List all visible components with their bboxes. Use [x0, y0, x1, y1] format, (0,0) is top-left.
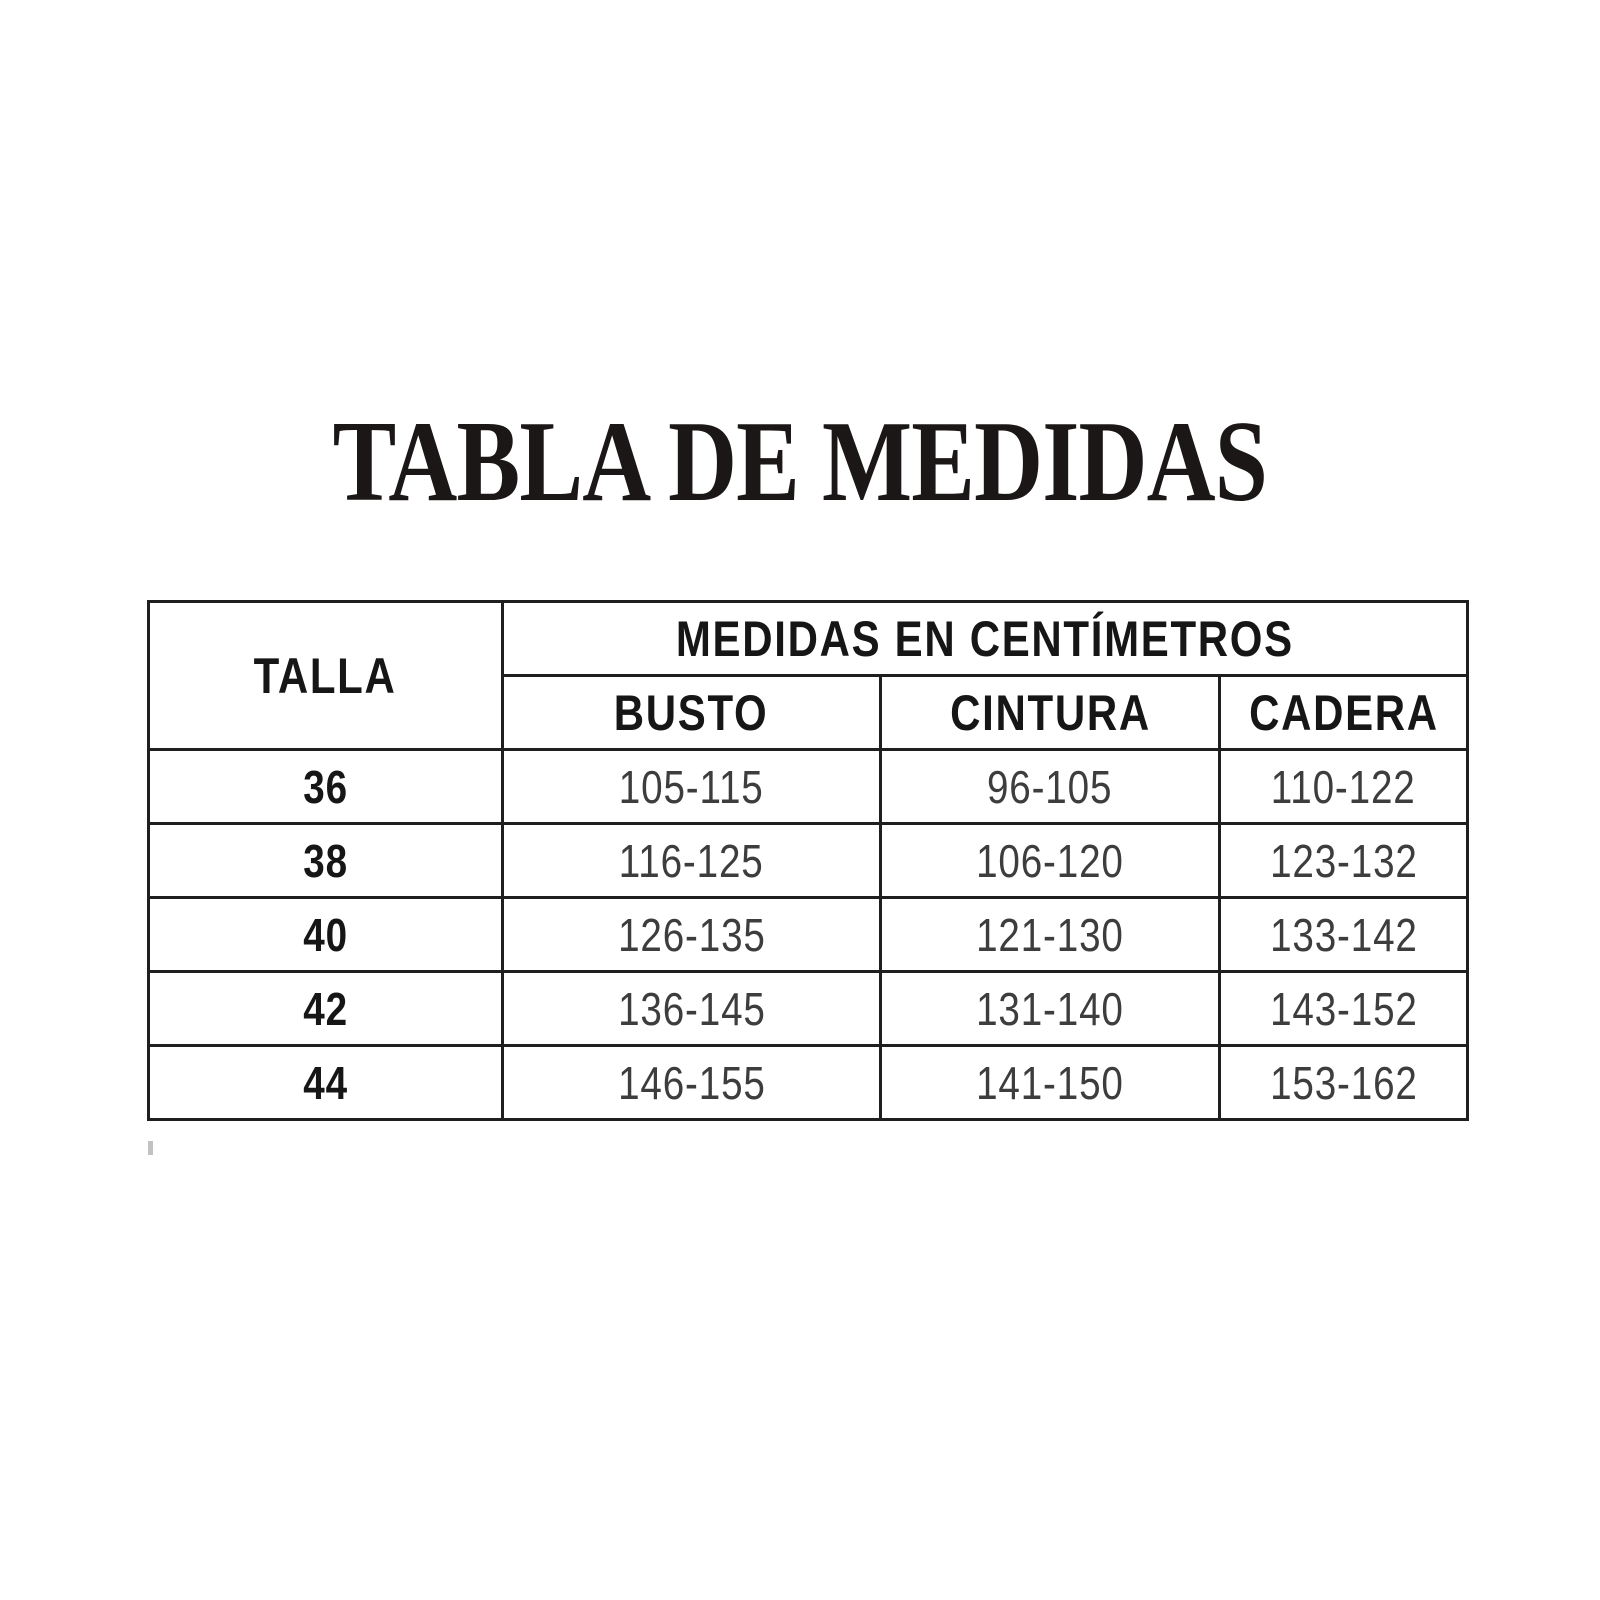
table-row: 36 105-115 96-105 110-122 [147, 748, 1469, 825]
talla-cell: 40 [147, 896, 504, 973]
cadera-cell: 143-152 [1218, 970, 1469, 1047]
cadera-value: 123-132 [1269, 834, 1418, 887]
scan-artifact [148, 1141, 153, 1155]
cadera-cell: 110-122 [1218, 748, 1469, 825]
cintura-value: 131-140 [976, 982, 1124, 1035]
cadera-header-label: CADERA [1248, 684, 1439, 741]
title-wrap: TABLA DE MEDIDAS [0, 404, 1600, 519]
cintura-value: 121-130 [976, 908, 1124, 961]
cintura-cell: 121-130 [879, 896, 1221, 973]
busto-cell: 126-135 [501, 896, 882, 973]
talla-value: 40 [303, 908, 348, 961]
busto-value: 105-115 [619, 760, 764, 813]
group-header-label: MEDIDAS EN CENTÍMETROS [675, 610, 1294, 667]
cadera-cell: 153-162 [1218, 1044, 1469, 1121]
cadera-cell: 123-132 [1218, 822, 1469, 899]
cintura-value: 141-150 [976, 1056, 1124, 1109]
cintura-value: 96-105 [987, 760, 1113, 813]
cadera-value: 153-162 [1269, 1056, 1418, 1109]
cadera-value: 133-142 [1269, 908, 1418, 961]
busto-value: 136-145 [617, 982, 766, 1035]
cadera-value: 110-122 [1271, 760, 1416, 813]
table-row: 44 146-155 141-150 153-162 [147, 1044, 1469, 1121]
cintura-value: 106-120 [976, 834, 1124, 887]
table-row: 38 116-125 106-120 123-132 [147, 822, 1469, 899]
cintura-cell: 141-150 [879, 1044, 1221, 1121]
table-body: 36 105-115 96-105 110-122 38 116-125 106… [147, 748, 1469, 1121]
talla-value: 36 [303, 760, 348, 813]
busto-value: 116-125 [619, 834, 764, 887]
header-cell-group: MEDIDAS EN CENTÍMETROS [501, 600, 1469, 677]
cintura-header-label: CINTURA [949, 684, 1151, 741]
header-cell-talla: TALLA [147, 600, 504, 751]
talla-value: 38 [303, 834, 348, 887]
cintura-cell: 131-140 [879, 970, 1221, 1047]
busto-cell: 136-145 [501, 970, 882, 1047]
busto-header-label: BUSTO [614, 684, 769, 741]
busto-value: 146-155 [617, 1056, 766, 1109]
cintura-cell: 106-120 [879, 822, 1221, 899]
header-cell-busto: BUSTO [501, 674, 882, 751]
page-title: TABLA DE MEDIDAS [332, 398, 1268, 525]
size-chart-table: TALLA MEDIDAS EN CENTÍMETROS BUSTO CINTU… [147, 600, 1469, 1121]
busto-cell: 146-155 [501, 1044, 882, 1121]
talla-cell: 36 [147, 748, 504, 825]
cadera-value: 143-152 [1269, 982, 1418, 1035]
cintura-cell: 96-105 [879, 748, 1221, 825]
cadera-cell: 133-142 [1218, 896, 1469, 973]
header-row-group: TALLA MEDIDAS EN CENTÍMETROS [147, 600, 1469, 751]
busto-cell: 116-125 [501, 822, 882, 899]
busto-value: 126-135 [617, 908, 766, 961]
header-cell-cintura: CINTURA [879, 674, 1221, 751]
table-header: TALLA MEDIDAS EN CENTÍMETROS BUSTO CINTU… [147, 600, 1469, 751]
talla-value: 42 [303, 982, 348, 1035]
talla-header-label: TALLA [254, 647, 397, 704]
header-cell-cadera: CADERA [1218, 674, 1469, 751]
busto-cell: 105-115 [501, 748, 882, 825]
talla-value: 44 [303, 1056, 348, 1109]
talla-cell: 44 [147, 1044, 504, 1121]
talla-cell: 42 [147, 970, 504, 1047]
table-row: 40 126-135 121-130 133-142 [147, 896, 1469, 973]
table-row: 42 136-145 131-140 143-152 [147, 970, 1469, 1047]
header-row-columns: BUSTO CINTURA CADERA [149, 674, 1469, 751]
talla-cell: 38 [147, 822, 504, 899]
